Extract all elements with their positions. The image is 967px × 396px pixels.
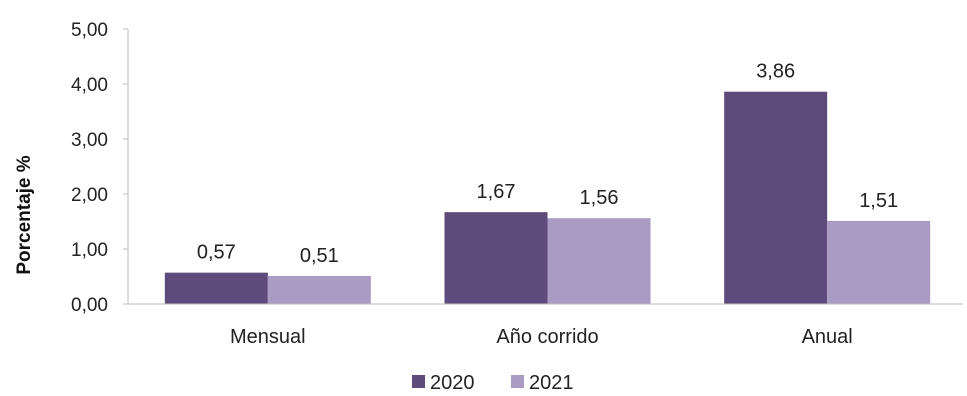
bar-2020-2 — [724, 92, 827, 304]
category-label: Año corrido — [496, 326, 598, 348]
legend: 2020 2021 — [412, 372, 574, 394]
data-label-2021-0: 0,51 — [300, 245, 339, 267]
y-axis-ticks: 0,00 1,00 2,00 3,00 4,00 5,00 — [71, 20, 128, 316]
y-tick-label: 3,00 — [71, 130, 108, 151]
data-label-2020-1: 1,67 — [477, 181, 516, 203]
bar-2021-0 — [268, 276, 371, 304]
data-label-2021-1: 1,56 — [580, 187, 619, 209]
bar-2021-2 — [827, 221, 930, 304]
y-axis-title: Porcentaje % — [14, 155, 35, 274]
legend-swatch-2020 — [412, 375, 425, 388]
data-label-2020-0: 0,57 — [197, 242, 236, 264]
category-labels: Mensual Año corrido Anual — [230, 326, 853, 348]
y-tick-label: 2,00 — [71, 185, 108, 206]
legend-label-2020: 2020 — [430, 372, 475, 394]
data-label-2021-2: 1,51 — [859, 190, 898, 212]
y-tick-label: 0,00 — [71, 295, 108, 316]
bar-2020-1 — [445, 212, 548, 304]
bar-2020-0 — [165, 273, 268, 304]
data-label-2020-2: 3,86 — [756, 61, 795, 83]
y-tick-label: 4,00 — [71, 75, 108, 96]
legend-label-2021: 2021 — [529, 372, 574, 394]
category-label: Anual — [802, 326, 853, 348]
category-label: Mensual — [230, 326, 306, 348]
bars — [165, 92, 930, 304]
y-tick-label: 1,00 — [71, 240, 108, 261]
legend-swatch-2021 — [511, 375, 524, 388]
bar-2021-1 — [548, 218, 651, 304]
y-tick-label: 5,00 — [71, 20, 108, 41]
